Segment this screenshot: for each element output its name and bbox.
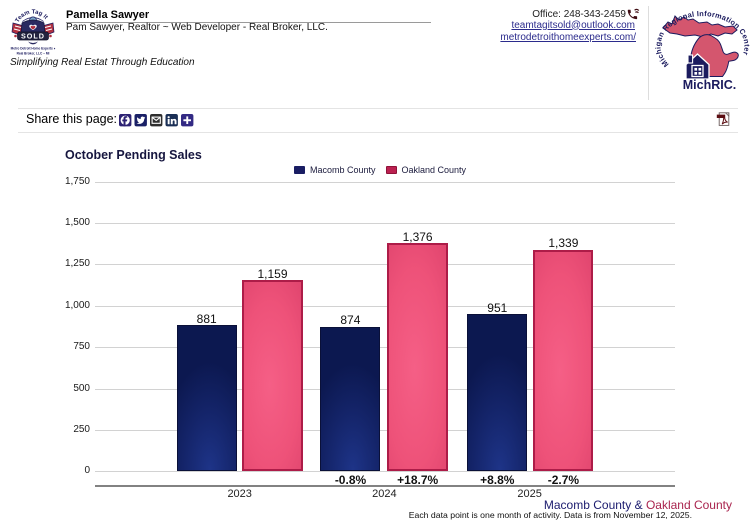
svg-text:Metro Detroit Home Experts ♦: Metro Detroit Home Experts ♦ [11,47,56,51]
svg-text:MichRIC.: MichRIC. [683,78,736,92]
svg-text:Real Broker, LLC ~ MI: Real Broker, LLC ~ MI [17,51,50,55]
svg-text:SOLD: SOLD [21,32,45,41]
